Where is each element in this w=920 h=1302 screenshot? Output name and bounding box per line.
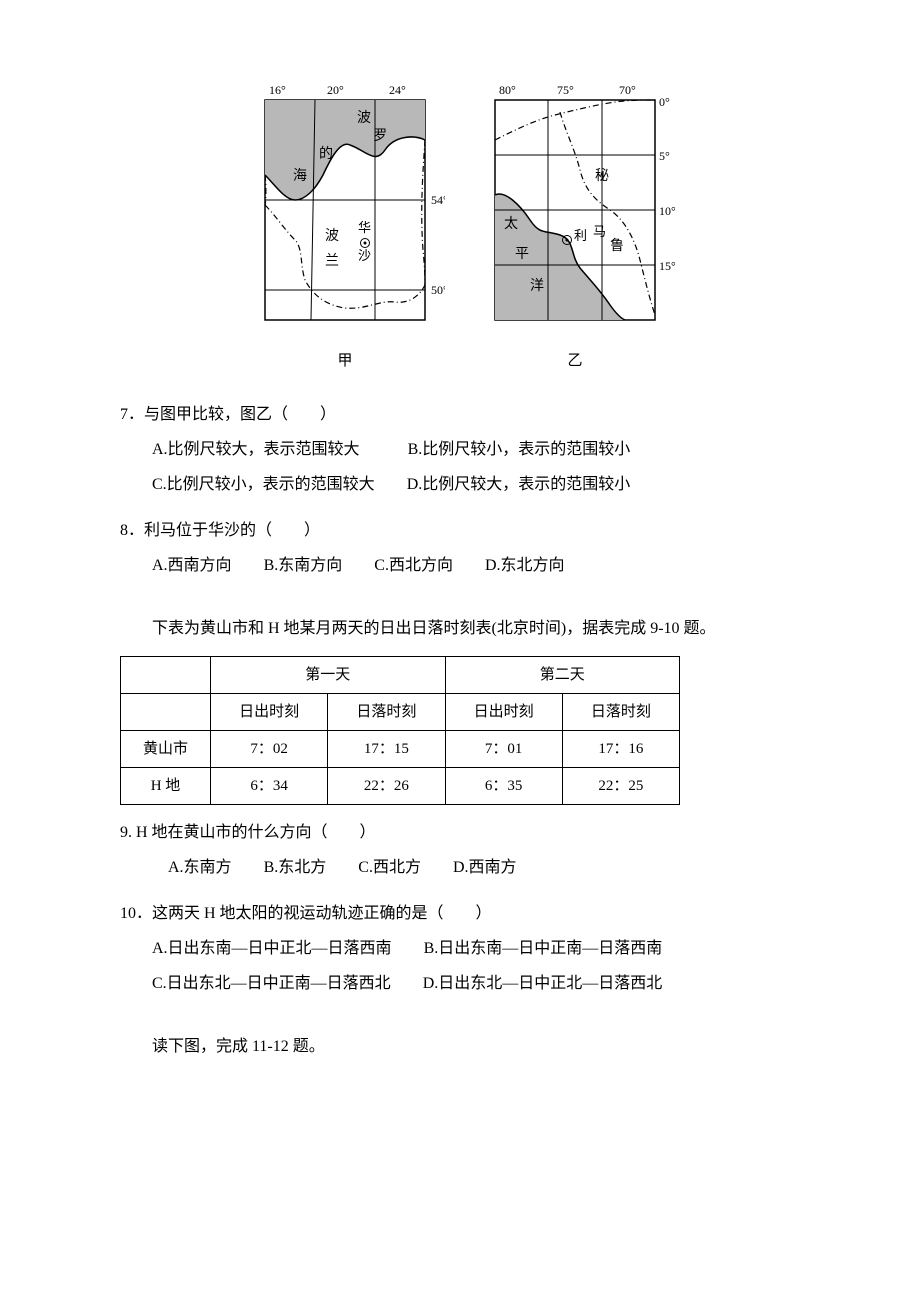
- q7-opts-cd: C.比例尺较小，表示的范围较大 D.比例尺较大，表示的范围较小: [120, 467, 800, 502]
- lon-75: 75°: [557, 83, 574, 97]
- table-intro: 下表为黄山市和 H 地某月两天的日出日落时刻表(北京时间)，据表完成 9-10 …: [120, 611, 800, 646]
- city-label-1a: 华: [358, 220, 371, 235]
- row1-d1r: 6：34: [211, 768, 328, 805]
- map-right-block: 80° 75° 70° 0° 5° 10° 15° 太 平 洋 秘 鲁 利 马 …: [475, 80, 675, 377]
- q8-stem: 8．利马位于华沙的（ ）: [120, 513, 800, 548]
- city-label-1b: 沙: [358, 248, 371, 263]
- lat-0: 0°: [659, 95, 670, 109]
- ocean-2: 平: [515, 247, 529, 262]
- q9-d: D.西南方: [453, 859, 517, 876]
- lat-10: 10°: [659, 204, 675, 218]
- q10-c: C.日出东北—日中正南—日落西北: [152, 975, 391, 992]
- q8-a: A.西南方向: [152, 557, 232, 574]
- lat-54: 54°: [431, 193, 445, 207]
- map-right-svg: 80° 75° 70° 0° 5° 10° 15° 太 平 洋 秘 鲁 利 马: [475, 80, 675, 340]
- lat-50: 50°: [431, 283, 445, 297]
- th-d1-set: 日落时刻: [328, 694, 445, 731]
- q7-opts-ab: A.比例尺较大，表示范围较大 B.比例尺较小，表示的范围较小: [120, 432, 800, 467]
- lima-1: 利: [574, 228, 587, 243]
- q9-opts: A.东南方 B.东北方 C.西北方 D.西南方: [120, 850, 800, 885]
- q10-b: B.日出东南—日中正南—日落西南: [424, 940, 663, 957]
- q8-b: B.东南方向: [264, 557, 343, 574]
- q7-d: D.比例尺较大，表示的范围较小: [407, 476, 631, 493]
- row1-name: H 地: [121, 768, 211, 805]
- lon-70: 70°: [619, 83, 636, 97]
- q10-stem: 10．这两天 H 地太阳的视运动轨迹正确的是（ ）: [120, 896, 800, 931]
- q7-a: A.比例尺较大，表示范围较大: [152, 441, 360, 458]
- row0-d2s: 17：16: [562, 731, 679, 768]
- q10-opts-ab: A.日出东南—日中正北—日落西南 B.日出东南—日中正南—日落西南: [120, 931, 800, 966]
- map-left-block: 16° 20° 24° 54° 50° 波 罗 的 海 波 兰 华 沙 甲: [245, 80, 445, 377]
- q10-a: A.日出东南—日中正北—日落西南: [152, 940, 392, 957]
- table-row: 黄山市 7：02 17：15 7：01 17：16: [121, 731, 680, 768]
- row0-d1s: 17：15: [328, 731, 445, 768]
- th-day1: 第一天: [211, 657, 446, 694]
- sea-label-1: 波: [357, 110, 371, 126]
- map-right-caption: 乙: [567, 344, 582, 377]
- map-left-caption: 甲: [337, 344, 352, 377]
- sun-table: 第一天 第二天 日出时刻 日落时刻 日出时刻 日落时刻 黄山市 7：02 17：…: [120, 656, 680, 805]
- th-blank2: [121, 694, 211, 731]
- peru-1: 秘: [595, 168, 609, 184]
- q7-stem: 7．与图甲比较，图乙（ ）: [120, 397, 800, 432]
- q9-stem: 9. H 地在黄山市的什么方向（ ）: [120, 815, 800, 850]
- lon-80: 80°: [499, 83, 516, 97]
- map-left-svg: 16° 20° 24° 54° 50° 波 罗 的 海 波 兰 华 沙: [245, 80, 445, 340]
- q10-d: D.日出东北—日中正北—日落西北: [423, 975, 663, 992]
- row1-d2r: 6：35: [445, 768, 562, 805]
- peru-2: 鲁: [610, 238, 624, 254]
- next-intro: 读下图，完成 11-12 题。: [120, 1029, 800, 1064]
- row0-d1r: 7：02: [211, 731, 328, 768]
- q7-c: C.比例尺较小，表示的范围较大: [152, 476, 375, 493]
- q8-d: D.东北方向: [485, 557, 565, 574]
- row1-d1s: 22：26: [328, 768, 445, 805]
- table-row: H 地 6：34 22：26 6：35 22：25: [121, 768, 680, 805]
- sea-label-4: 海: [293, 168, 307, 184]
- th-blank: [121, 657, 211, 694]
- row0-d2r: 7：01: [445, 731, 562, 768]
- lon-20: 20°: [327, 83, 344, 97]
- q8-opts: A.西南方向 B.东南方向 C.西北方向 D.东北方向: [120, 548, 800, 583]
- lon-24: 24°: [389, 83, 406, 97]
- sea-label-2: 罗: [373, 129, 387, 144]
- ocean-1: 太: [504, 216, 518, 232]
- row1-d2s: 22：25: [562, 768, 679, 805]
- sea-label-3: 的: [319, 146, 333, 162]
- th-d2-rise: 日出时刻: [445, 694, 562, 731]
- th-d2-set: 日落时刻: [562, 694, 679, 731]
- lon-16: 16°: [269, 83, 286, 97]
- q8-c: C.西北方向: [374, 557, 453, 574]
- th-day2: 第二天: [445, 657, 680, 694]
- lat-15: 15°: [659, 259, 675, 273]
- q9-a: A.东南方: [168, 859, 232, 876]
- q10-opts-cd: C.日出东北—日中正南—日落西北 D.日出东北—日中正北—日落西北: [120, 966, 800, 1001]
- lima-2: 马: [593, 224, 606, 239]
- country-label-2: 兰: [325, 253, 339, 269]
- ocean-3: 洋: [530, 278, 544, 294]
- th-d1-rise: 日出时刻: [211, 694, 328, 731]
- maps-row: 16° 20° 24° 54° 50° 波 罗 的 海 波 兰 华 沙 甲: [120, 80, 800, 377]
- q9-b: B.东北方: [264, 859, 327, 876]
- lat-5: 5°: [659, 149, 670, 163]
- country-label-1: 波: [325, 228, 339, 244]
- q9-c: C.西北方: [358, 859, 421, 876]
- row0-name: 黄山市: [121, 731, 211, 768]
- q7-b: B.比例尺较小，表示的范围较小: [408, 441, 631, 458]
